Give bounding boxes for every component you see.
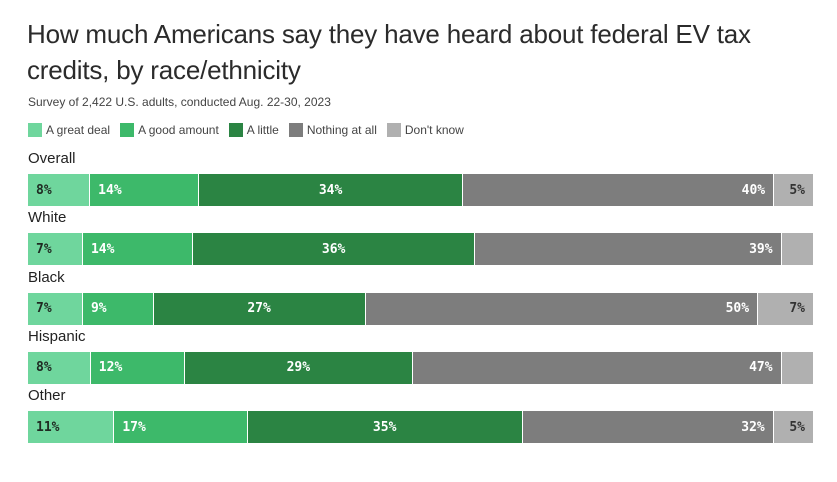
data-label: 7% <box>789 301 805 317</box>
bar-segment-nothing-at-all: 47% <box>412 351 782 384</box>
data-label: 8% <box>36 360 52 376</box>
bar-segment-a-little: 29% <box>185 351 413 384</box>
data-label: 47% <box>749 360 773 376</box>
bar-segment-nothing-at-all: 32% <box>522 411 774 444</box>
legend-label: A great deal <box>46 123 111 137</box>
legend-swatch <box>288 123 303 137</box>
chart-subtitle: Survey of 2,422 U.S. adults, conducted A… <box>28 95 331 109</box>
legend: A great deal A good amount A little Nothing… <box>28 123 474 137</box>
bar-segment-a-little: 34% <box>198 174 464 206</box>
bar-segment-a-good-amount: 12% <box>90 351 185 384</box>
bar-segment-don-t-know <box>781 233 813 266</box>
data-label: 39% <box>749 241 773 257</box>
legend-swatch <box>228 123 243 137</box>
bar-segment-nothing-at-all: 40% <box>463 174 775 206</box>
legend-item-a-good-amount: A good amount <box>120 123 219 137</box>
bar-segment-a-good-amount: 17% <box>114 411 248 444</box>
legend-item-don-t-know: Don't know <box>386 123 464 137</box>
bar-segment-a-good-amount: 9% <box>82 292 154 325</box>
bar-segment-a-little: 35% <box>247 411 523 444</box>
data-label: 12% <box>98 360 123 376</box>
bar-segment-don-t-know <box>781 351 813 384</box>
row-label-black: Black <box>28 268 65 286</box>
row-label-hispanic: Hispanic <box>28 327 86 345</box>
bar-white: 7% 14% 36% 39% <box>28 233 813 266</box>
data-label: 14% <box>90 241 115 257</box>
data-label: 8% <box>36 182 52 198</box>
bar-segment-a-great-deal: 8% <box>28 174 91 206</box>
bar-segment-nothing-at-all: 50% <box>365 292 759 325</box>
bar-segment-a-great-deal: 8% <box>28 351 91 384</box>
bar-segment-a-little: 36% <box>192 233 476 266</box>
bar-black: 7% 9% 27% 50% 7% <box>28 292 813 325</box>
data-label: 36% <box>321 241 346 257</box>
data-label: 5% <box>789 419 805 435</box>
data-label: 32% <box>741 419 765 435</box>
legend-item-a-great-deal: A great deal <box>28 123 110 137</box>
data-label: 40% <box>741 182 766 198</box>
legend-swatch <box>386 123 401 137</box>
bar-segment-don-t-know: 5% <box>773 411 813 444</box>
row-label-other: Other <box>28 387 66 405</box>
data-label: 50% <box>725 301 750 317</box>
bar-overall: 8% 14% 34% 40% 5% <box>28 174 813 206</box>
bar-segment-a-little: 27% <box>153 292 366 325</box>
data-label: 9% <box>90 301 107 317</box>
legend-item-a-little: A little <box>228 123 279 137</box>
legend-swatch <box>120 123 135 137</box>
data-label: 34% <box>318 182 343 198</box>
data-label: 14% <box>98 182 122 198</box>
bar-hispanic: 8% 12% 29% 47% <box>28 351 813 384</box>
bar-segment-a-good-amount: 14% <box>90 174 199 206</box>
legend-item-nothing-at-all: Nothing at all <box>288 123 377 137</box>
data-label: 35% <box>372 419 397 435</box>
bar-segment-a-great-deal: 7% <box>28 233 83 266</box>
bar-segment-don-t-know: 5% <box>774 174 813 206</box>
data-label: 7% <box>36 301 52 317</box>
bar-segment-a-great-deal: 11% <box>28 411 115 444</box>
data-label: 27% <box>247 301 271 317</box>
data-label: 5% <box>789 182 805 198</box>
bar-other: 11% 17% 35% 32% 5% <box>28 411 813 444</box>
legend-label: A good amount <box>138 123 219 137</box>
legend-swatch <box>28 123 42 137</box>
row-label-overall: Overall <box>28 150 76 167</box>
data-label: 7% <box>36 241 52 257</box>
bar-segment-don-t-know: 7% <box>758 292 813 325</box>
data-label: 17% <box>122 419 146 435</box>
data-label: 29% <box>286 360 311 376</box>
bar-segment-a-great-deal: 7% <box>28 292 83 325</box>
chart-title: How much Americans say they have heard a… <box>27 19 751 85</box>
legend-label: A little <box>246 123 279 137</box>
bar-segment-nothing-at-all: 39% <box>475 233 782 266</box>
data-label: 11% <box>36 419 60 435</box>
bar-segment-a-good-amount: 14% <box>82 233 193 266</box>
legend-label: Nothing at all <box>306 123 377 137</box>
legend-label: Don't know <box>404 123 464 137</box>
row-label-white: White <box>28 209 67 227</box>
